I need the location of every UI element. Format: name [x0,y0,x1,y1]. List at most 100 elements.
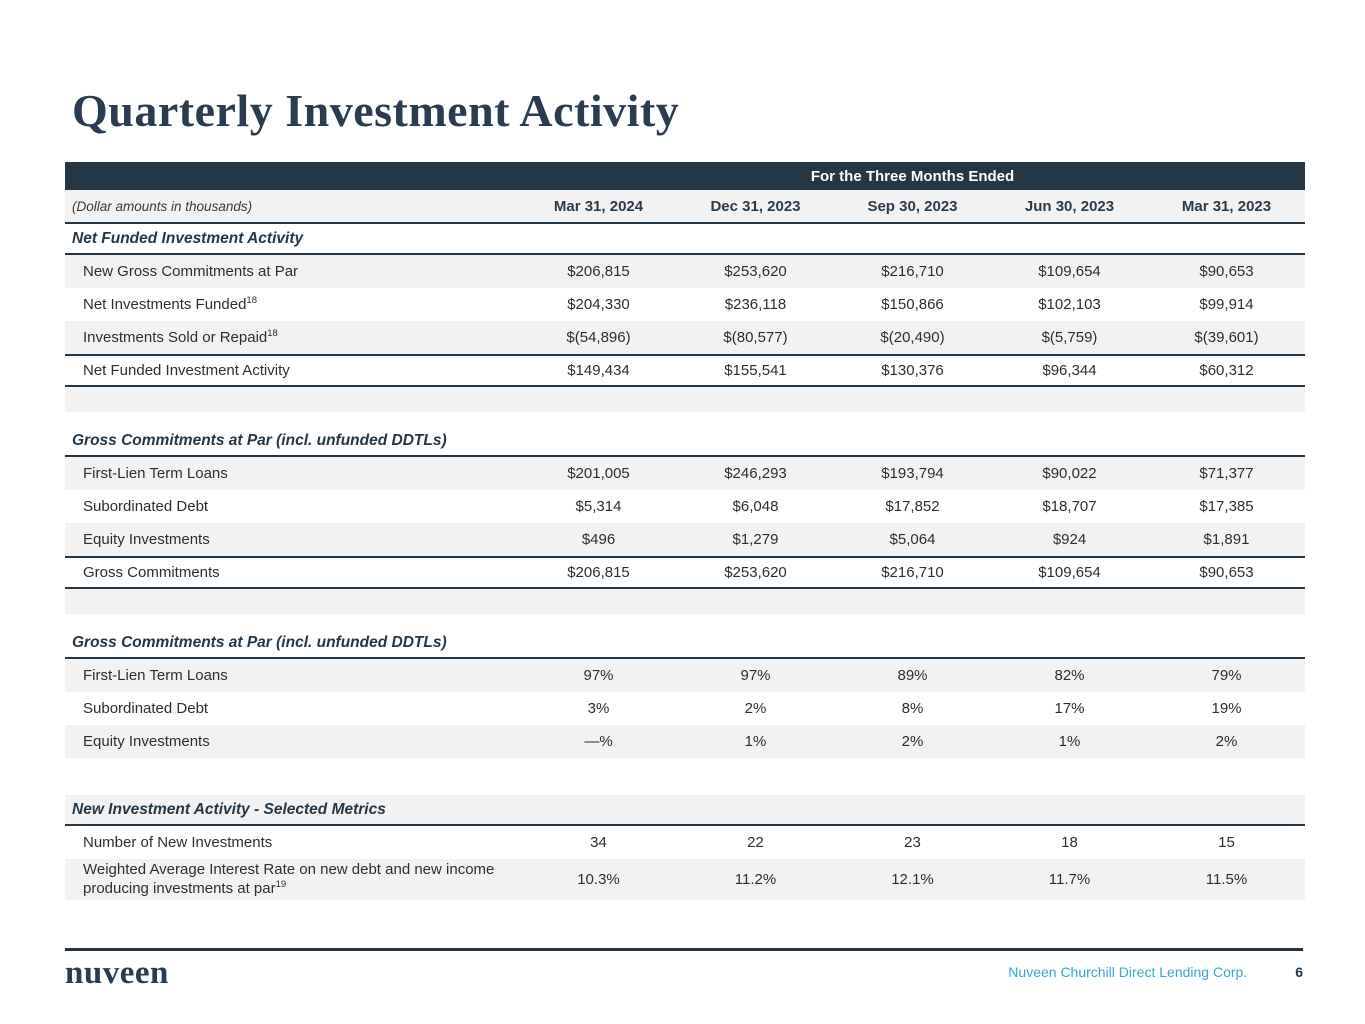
row-value-col-2: $(20,490) [880,329,945,346]
row-value-col-1: 11.2% [734,871,777,888]
table-row: Subordinated Debt $5,314 $6,048 $17,852 $18,… [65,490,1305,523]
column-header-4: Mar 31, 2023 [1181,197,1272,215]
row-value-col-1: $253,620 [724,263,787,280]
row-label: Gross Commitments [83,563,220,581]
section-spacer-gap [65,614,1305,628]
row-label: Equity Investments [83,732,210,750]
row-value-col-3: $109,654 [1038,263,1101,280]
row-value-col-4: $17,385 [1199,498,1254,515]
row-label: Subordinated Debt [83,497,209,515]
row-value-col-4: $99,914 [1199,296,1254,313]
section-spacer-shaded [65,387,1305,412]
footer-page-number: 6 [1295,964,1303,980]
table-banner-row: For the Three Months Ended [65,162,1305,190]
row-value-col-3: $109,654 [1038,564,1101,581]
row-value-col-0: $206,815 [567,263,630,280]
quarterly-investment-table: For the Three Months Ended (Dollar amoun… [65,162,1305,900]
row-value-col-1: $1,279 [732,531,779,548]
section-spacer-plain [65,758,1305,795]
row-value-col-3: 11.7% [1048,871,1091,888]
row-value-col-0: $149,434 [567,362,630,379]
row-value-col-3: $90,022 [1042,465,1097,482]
row-value-col-1: $(80,577) [723,329,788,346]
section-spacer-gap [65,412,1305,426]
row-value-col-0: $5,314 [575,498,622,515]
row-value-col-2: 2% [901,733,924,750]
row-label: New Gross Commitments at Par [83,262,299,280]
row-value-col-1: $155,541 [724,362,787,379]
row-label: Investments Sold or Repaid18 [83,328,278,346]
row-label: Net Funded Investment Activity [83,361,290,379]
row-label: First-Lien Term Loans [83,666,228,684]
footer-divider [65,948,1303,951]
table-row: Gross Commitments $206,815 $253,620 $216,71… [65,556,1305,589]
row-value-col-4: 19% [1211,700,1242,717]
row-value-col-3: $(5,759) [1041,329,1098,346]
table-row: First-Lien Term Loans $201,005 $246,293 $19… [65,457,1305,490]
row-value-col-1: $236,118 [724,296,787,313]
column-header-1: Dec 31, 2023 [710,197,801,215]
row-value-col-4: $90,653 [1199,263,1254,280]
row-label: First-Lien Term Loans [83,464,228,482]
section-spacer-shaded [65,589,1305,614]
row-value-col-4: 11.5% [1205,871,1248,888]
row-value-col-0: 97% [583,667,614,684]
row-value-col-1: 2% [744,700,767,717]
row-value-col-0: —% [584,733,613,750]
column-header-2: Sep 30, 2023 [867,197,958,215]
row-value-col-3: $96,344 [1042,362,1097,379]
row-value-col-4: $90,653 [1199,564,1254,581]
row-value-col-4: 2% [1215,733,1238,750]
row-value-col-0: $201,005 [567,465,630,482]
row-value-col-0: 3% [587,700,610,717]
nuveen-logo: nuveen [65,955,169,991]
row-value-col-3: $102,103 [1038,296,1101,313]
section-header-0: Net Funded Investment Activity [65,224,1305,255]
row-value-col-3: 82% [1054,667,1085,684]
row-value-col-2: $130,376 [881,362,944,379]
column-header-3: Jun 30, 2023 [1024,197,1115,215]
table-row: Number of New Investments 34 22 23 18 15 [65,826,1305,859]
column-header-row: (Dollar amounts in thousands) Mar 31, 20… [65,190,1305,224]
row-label: Net Investments Funded18 [83,295,257,313]
row-label: Number of New Investments [83,833,273,851]
row-value-col-4: $1,891 [1203,531,1250,548]
row-value-col-2: 89% [897,667,928,684]
table-row: Net Investments Funded18 $204,330 $236,118… [65,288,1305,321]
row-label-footnote: 18 [267,328,278,339]
table-row: Equity Investments $496 $1,279 $5,064 $924 $1… [65,523,1305,556]
footer-right: Nuveen Churchill Direct Lending Corp. 6 [1008,964,1303,980]
row-value-col-4: 15 [1218,834,1235,851]
table-row: Equity Investments —% 1% 2% 1% 2% [65,725,1305,758]
section-header-3: New Investment Activity - Selected Metri… [65,795,1305,826]
table-row: Weighted Average Interest Rate on new de… [65,859,1305,900]
row-value-col-2: $216,710 [881,564,944,581]
table-row: Net Funded Investment Activity $149,434 $1… [65,354,1305,387]
section-header-1: Gross Commitments at Par (incl. unfunded… [65,426,1305,457]
row-label-footnote: 19 [275,879,287,890]
row-value-col-2: 12.1% [891,871,934,888]
table-row: New Gross Commitments at Par $206,815 $253… [65,255,1305,288]
table-sections: Net Funded Investment Activity New Gross … [65,224,1305,900]
row-value-col-2: $5,064 [889,531,936,548]
row-label-footnote: 18 [246,295,257,306]
row-value-col-3: 18 [1061,834,1078,851]
row-value-col-4: 79% [1211,667,1242,684]
section-header-2: Gross Commitments at Par (incl. unfunded… [65,628,1305,659]
row-label: Subordinated Debt [83,699,209,717]
units-note: (Dollar amounts in thousands) [72,198,253,214]
row-value-col-1: 1% [744,733,767,750]
table-banner-title: For the Three Months Ended [810,167,1015,185]
row-value-col-2: 8% [901,700,924,717]
row-value-col-0: 10.3% [577,871,620,888]
row-value-col-3: 1% [1058,733,1081,750]
column-header-0: Mar 31, 2024 [553,197,644,215]
table-row: Subordinated Debt 3% 2% 8% 17% 19% [65,692,1305,725]
row-value-col-0: $204,330 [567,296,630,313]
row-value-col-2: $150,866 [881,296,944,313]
row-value-col-1: $253,620 [724,564,787,581]
footer-company-name: Nuveen Churchill Direct Lending Corp. [1008,964,1248,980]
row-value-col-3: $924 [1052,531,1087,548]
row-value-col-1: 97% [740,667,771,684]
